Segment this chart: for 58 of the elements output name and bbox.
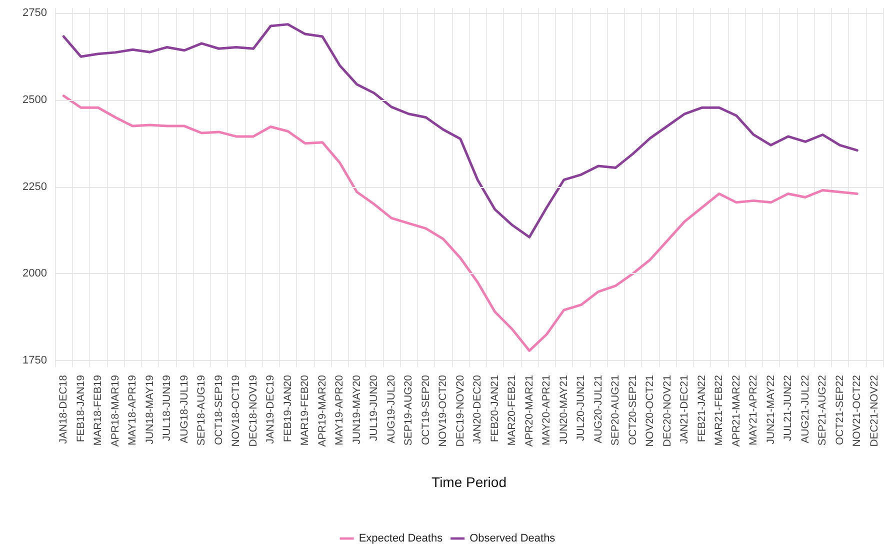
x-tick-label: NOV18-OCT19: [230, 374, 242, 447]
x-tick-label: FEB18-JAN19: [74, 374, 87, 442]
legend-label: Expected Deaths: [358, 532, 444, 544]
x-tick-label: AUG20-JUL21: [592, 374, 604, 444]
x-tick-label: SEP21-AUG22: [816, 374, 829, 446]
x-tick-label: MAR21-FEB22: [713, 374, 726, 446]
x-tick-label: MAY20-APR21: [540, 374, 553, 446]
x-tick-label: AUG19-JUL20: [385, 374, 398, 444]
x-tick-label: JAN19-DEC19: [264, 374, 277, 444]
x-tick-label: SEP19-AUG20: [402, 374, 415, 446]
y-tick-label: 2500: [22, 94, 47, 106]
x-tick-label: JUN20-MAY21: [558, 374, 570, 444]
x-tick-label: JUL18-JUN19: [161, 374, 174, 441]
x-tick-label: JAN20-DEC20: [472, 374, 484, 444]
x-tick-label: APR21-MAR22: [730, 374, 742, 447]
x-tick-label: JAN18-DEC18: [58, 374, 70, 444]
x-tick-label: DEC21-NOV22: [868, 374, 880, 447]
x-tick-label: MAR18-FEB19: [92, 374, 104, 446]
x-tick-label: MAY18-APR19: [126, 374, 139, 446]
x-tick-label: JUN18-MAY19: [144, 374, 156, 444]
x-tick-label: DEC18-NOV19: [247, 374, 260, 447]
x-tick-label: MAY21-APR22: [748, 374, 760, 446]
x-tick-label: NOV21-OCT22: [851, 374, 864, 447]
x-tick-label: OCT18-SEP19: [212, 374, 225, 446]
x-tick-label: JUL20-JUN21: [575, 374, 588, 441]
x-tick-label: JUL21-JUN22: [782, 374, 794, 441]
y-tick-label: 1750: [22, 354, 47, 366]
x-tick-label: SEP20-AUG21: [610, 374, 622, 446]
x-tick-label: MAR19-FEB20: [299, 374, 312, 446]
x-tick-label: AUG18-JUL19: [178, 374, 190, 444]
line-series: [62, 23, 858, 238]
legend-label: Observed Deaths: [470, 532, 556, 544]
x-tick-label: APR18-MAR19: [109, 374, 122, 447]
x-tick-label: FEB21-JAN22: [696, 374, 708, 442]
y-tick-label: 2000: [22, 268, 47, 280]
x-tick-label: JUN19-MAY20: [350, 374, 363, 444]
x-tick-label: APR19-MAR20: [316, 374, 328, 447]
x-tick-label: DEC19-NOV20: [454, 374, 466, 447]
y-tick-label: 2250: [22, 180, 47, 193]
x-tick-label: FEB19-JAN20: [282, 374, 294, 442]
x-tick-label: DEC20-NOV21: [661, 374, 674, 447]
x-tick-label: APR20-MAR21: [523, 374, 536, 447]
x-tick-label: NOV20-OCT21: [644, 374, 656, 447]
x-tick-label: MAY19-APR20: [334, 374, 346, 446]
x-tick-label: JUL19-JUN20: [368, 374, 380, 441]
x-tick-label: FEB20-JAN21: [488, 374, 501, 442]
x-tick-label: NOV19-OCT20: [437, 374, 450, 447]
x-tick-label: JUN21-MAY22: [764, 374, 777, 444]
x-tick-label: OCT19-SEP20: [420, 374, 432, 446]
x-tick-label: SEP18-AUG19: [196, 374, 208, 446]
x-axis-title: Time Period: [432, 474, 506, 490]
x-tick-label: OCT21-SEP22: [834, 374, 846, 446]
x-tick-label: MAR20-FEB21: [506, 374, 518, 446]
x-tick-label: OCT20-SEP21: [626, 374, 639, 446]
x-tick-label: AUG21-JUL22: [799, 374, 812, 444]
line-series: [62, 94, 858, 352]
x-tick-label: JAN21-DEC21: [678, 374, 691, 444]
y-tick-label: 2750: [22, 7, 47, 20]
